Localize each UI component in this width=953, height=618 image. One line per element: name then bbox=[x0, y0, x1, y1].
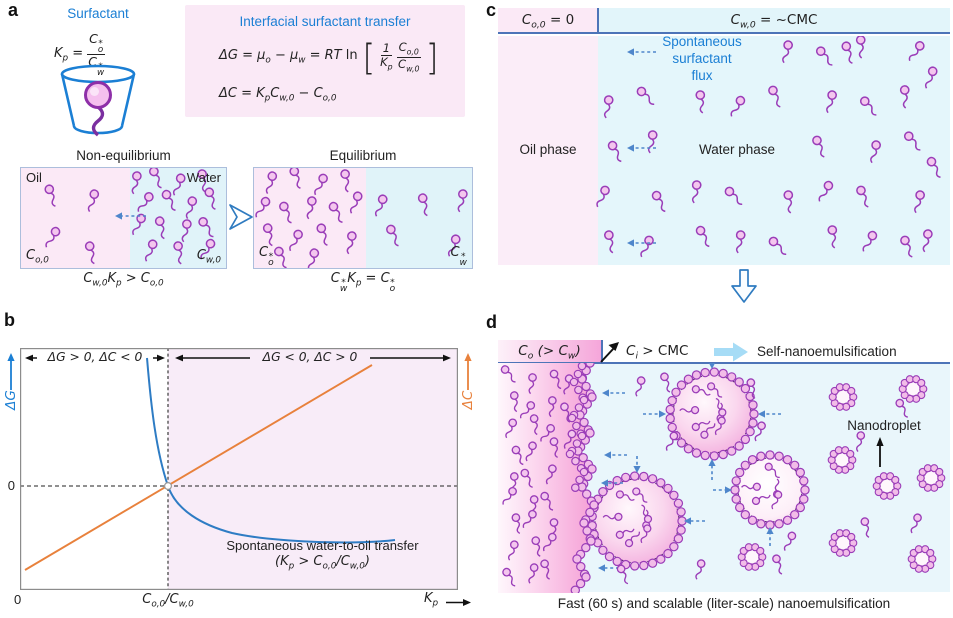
x-axis-arrow-icon bbox=[446, 599, 471, 606]
nonequilibrium-illustration bbox=[44, 168, 216, 265]
panel-a-letter: a bbox=[8, 0, 19, 20]
panel-d-caption: Fast (60 s) and scalable (liter-scale) n… bbox=[557, 596, 891, 611]
y-left-axis-label: ΔG bbox=[3, 390, 19, 410]
nonequilibrium-box: Oil Water Co,0 Cw,0 bbox=[20, 167, 227, 269]
header-water-concentration: Cw,0 = ~CMC bbox=[598, 8, 950, 33]
x-zero-tick: 0 bbox=[14, 592, 22, 607]
panel-c-interface-line bbox=[498, 32, 950, 34]
nonequilibrium-title: Non-equilibrium bbox=[76, 148, 171, 163]
spontaneous-transfer-note-line1: Spontaneous water-to-oil transfer bbox=[226, 538, 419, 553]
right-bracket: ] bbox=[425, 35, 439, 79]
region-right-label: ΔG < 0, ΔC > 0 bbox=[262, 350, 358, 364]
y-zero-tick: 0 bbox=[7, 478, 15, 493]
delta-g-equation: ΔG = μo − μw = RT ln [ 1 Kp Co,0 Cw,0 ] bbox=[219, 35, 439, 79]
x-threshold-tick: Co,0/Cw,0 bbox=[142, 592, 194, 610]
header-oil-d: Co (> Cw) bbox=[498, 340, 601, 363]
kp-numerator: C * o bbox=[87, 31, 106, 56]
equilibrium-illustration bbox=[255, 168, 468, 268]
oil-phase-label: Oil phase bbox=[519, 142, 577, 157]
panel-c-letter: c bbox=[486, 0, 497, 20]
delta-c-equation: ΔC = KpCw,0 − Co,0 bbox=[219, 86, 337, 104]
panel-d-illustration bbox=[498, 363, 946, 593]
surfactant-label: Surfactant bbox=[67, 6, 129, 21]
water-eq-concentration-label: C * w bbox=[450, 244, 467, 268]
process-label: Self-nanoemulsification bbox=[757, 344, 897, 359]
interface-pointer-arrow-icon bbox=[600, 342, 619, 363]
panel-d-header-divider bbox=[601, 340, 603, 363]
panel-b-letter: b bbox=[4, 310, 15, 330]
surfactant-cup-icon bbox=[60, 64, 136, 137]
header-oil-concentration: Co,0 = 0 bbox=[498, 8, 598, 33]
water-concentration-label: Cw,0 bbox=[196, 248, 221, 266]
frac2-den: Cw,0 bbox=[398, 56, 420, 73]
nanodroplet-label: Nanodroplet bbox=[847, 418, 921, 433]
flux-line2: surfactant bbox=[672, 51, 732, 66]
flux-line1: Spontaneous bbox=[662, 34, 742, 49]
x-axis-label: Kp bbox=[424, 591, 439, 609]
toward-equilibrium-arrow-icon bbox=[229, 204, 253, 230]
interface-concentration-label: Ci > CMC bbox=[626, 343, 689, 362]
frac2-num: Co,0 bbox=[396, 40, 421, 58]
equilibrium-water-region bbox=[366, 168, 472, 268]
equilibrium-caption: C * w Kp = C * o bbox=[330, 271, 396, 295]
process-arrow-icon bbox=[714, 342, 748, 362]
panel-c-illustration bbox=[596, 36, 941, 258]
flux-line3: flux bbox=[691, 68, 713, 83]
region-left-label: ΔG > 0, ΔC < 0 bbox=[47, 350, 143, 364]
y-left-axis-arrow-icon bbox=[7, 353, 15, 390]
frac1-num: 1 bbox=[380, 41, 393, 57]
spontaneous-transfer-note-line2: (Kp > Co,0/Cw,0) bbox=[275, 554, 370, 572]
left-bracket: [ bbox=[362, 35, 376, 79]
kp-definition-equation: Kp = C * o C * w bbox=[54, 31, 106, 77]
water-phase-region bbox=[598, 36, 950, 265]
oil-label: Oil bbox=[26, 170, 42, 185]
panel-c-header-divider bbox=[597, 8, 599, 33]
equilibrium-box: C * o C * w bbox=[253, 167, 473, 269]
oil-phase-region bbox=[498, 36, 598, 265]
y-right-axis-arrow-icon bbox=[464, 353, 472, 390]
nonequilibrium-oil-region bbox=[21, 168, 130, 268]
equilibrium-title: Equilibrium bbox=[329, 148, 397, 163]
nonequilibrium-water-region bbox=[130, 168, 226, 268]
oil-eq-concentration-label: C * o bbox=[259, 244, 274, 268]
y-right-axis-label: ΔC bbox=[460, 390, 476, 410]
flux-annotation: Spontaneous surfactant flux bbox=[642, 33, 762, 84]
transfer-equation-box: Interfacial surfactant transfer ΔG = μo … bbox=[185, 5, 465, 117]
panel-b-plot bbox=[20, 348, 458, 590]
frac1-den: Kp bbox=[380, 55, 393, 72]
transfer-box-title: Interfacial surfactant transfer bbox=[239, 14, 411, 29]
oil-concentration-label: Co,0 bbox=[26, 248, 49, 266]
delta-g-lhs: ΔG = μo − μw = RT ln bbox=[219, 48, 358, 66]
kp-lhs: Kp = bbox=[54, 45, 84, 64]
down-arrow-icon bbox=[731, 269, 757, 303]
panel-d-interface-line bbox=[498, 362, 950, 364]
water-label: Water bbox=[186, 170, 221, 185]
panel-d-letter: d bbox=[486, 312, 497, 332]
nonequilibrium-caption: Cw,0Kp > Co,0 bbox=[83, 271, 164, 289]
water-phase-label: Water phase bbox=[698, 142, 776, 157]
